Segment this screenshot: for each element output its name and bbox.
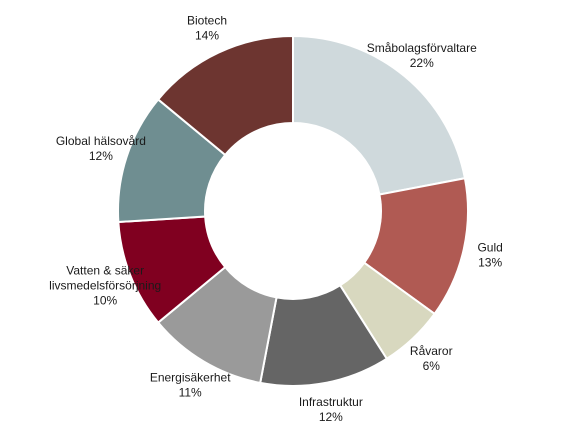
value-label: 6% [423,359,441,373]
category-label: Råvaror [410,344,453,358]
category-label: Småbolagsförvaltare [367,41,477,55]
category-label: Global hälsovård [56,134,146,148]
slice-labels: Småbolagsförvaltare 22% Guld 13% Råvaror 6% In… [49,14,503,424]
value-label: 12% [319,410,343,424]
label-guld: Guld 13% [477,241,502,270]
label-biotech: Biotech 14% [187,14,227,43]
slice-smabolagsforvaltare [292,34,467,196]
label-global-halsovard: Global hälsovård 12% [56,134,146,163]
label-ravaror: Råvaror 6% [410,344,453,373]
label-vatten-and-saker-livsmedelsforsorjning: Vatten & säker livsmedelsförsörjning 10% [49,263,161,307]
category-label: Guld [477,241,502,255]
value-label: 13% [478,256,502,270]
category-label: Infrastruktur [299,395,363,409]
label-energisakerhet: Energisäkerhet 11% [150,370,231,399]
category-label: Energisäkerhet [150,370,231,384]
category-label: Vatten & säker [66,263,144,277]
label-smabolagsforvaltare: Småbolagsförvaltare 22% [367,41,477,70]
category-label: livsmedelsförsörjning [49,278,161,292]
donut-slices [117,34,469,387]
value-label: 22% [410,56,434,70]
value-label: 11% [179,385,202,399]
category-label: Biotech [187,14,227,28]
label-infrastruktur: Infrastruktur 12% [299,395,363,424]
slice-biotech [156,34,294,157]
value-label: 12% [89,149,113,163]
value-label: 14% [195,29,219,43]
value-label: 10% [93,293,117,307]
